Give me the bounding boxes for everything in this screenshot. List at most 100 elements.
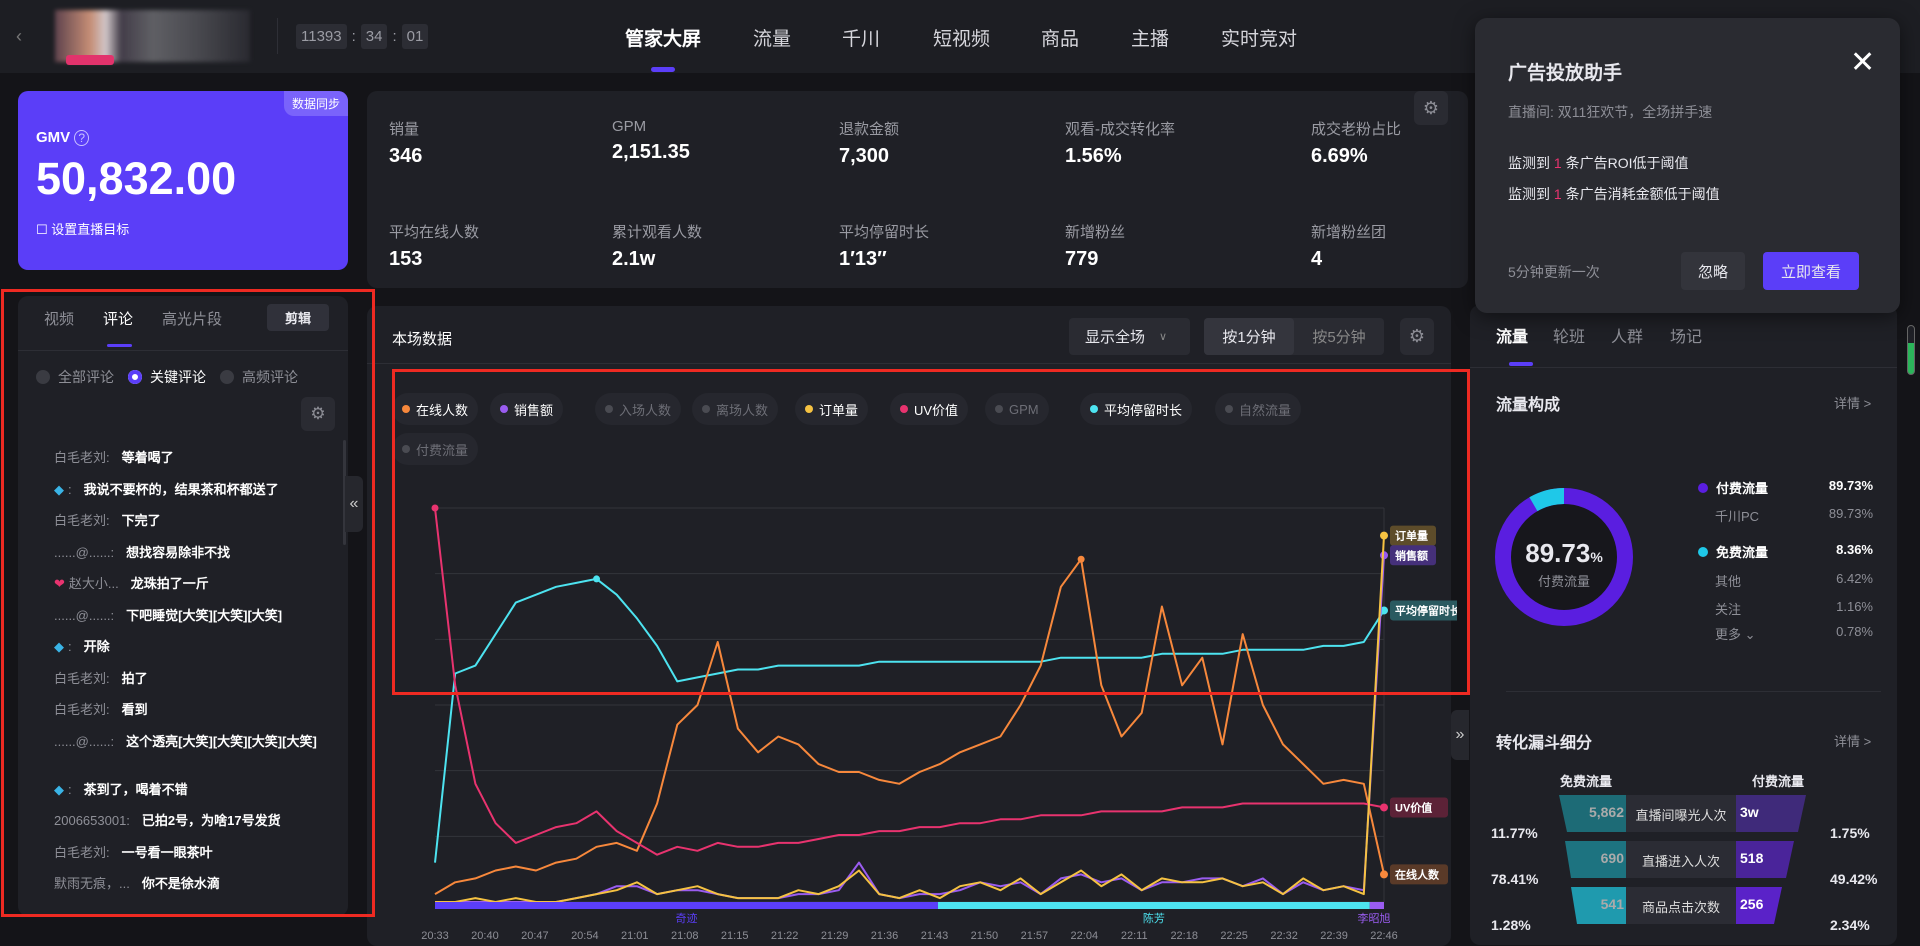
funnel-paid-rate: 1.75% (1830, 825, 1870, 841)
tab-notes[interactable]: 场记 (1670, 329, 1703, 346)
traffic-title: 流量构成 (1496, 397, 1561, 414)
funnel-detail-link[interactable]: 详情 > (1834, 734, 1872, 749)
comment-author: 赵大小... (68, 576, 119, 591)
x-tick-label: 22:04 (1071, 930, 1099, 942)
tab-shifts[interactable]: 轮班 (1553, 329, 1586, 346)
comment-item: 白毛老刘: 下完了 (54, 512, 344, 529)
legend-dot-icon (900, 405, 908, 413)
legend-chip[interactable]: UV价值 (890, 393, 969, 425)
legend-chip[interactable]: 销售额 (490, 393, 564, 425)
legend-chip[interactable]: 平均停留时长 (1080, 393, 1193, 425)
funnel-paid-value: 256 (1736, 887, 1782, 924)
tab-comments[interactable]: 评论 (103, 311, 134, 328)
expand-right-icon[interactable]: » (1451, 710, 1469, 760)
funnel-stage-label: 直播进入人次 (1626, 841, 1736, 878)
close-icon[interactable]: ✕ (1850, 46, 1876, 79)
traffic-legend-label: 付费流量 (1698, 478, 1768, 497)
funnel-row: 541 商品点击次数 256 (1559, 887, 1806, 924)
comments-panel: 视频 评论 高光片段 剪辑 全部评论 关键评论 高频评论 ⚙ 白毛老刘: 等着喝了… (18, 296, 348, 916)
interval-5min[interactable]: 按5分钟 (1312, 329, 1366, 346)
legend-chip[interactable]: 离场人数 (692, 393, 779, 425)
traffic-legend-row[interactable]: 更多 ⌄ 0.78% (1715, 624, 1873, 643)
set-goal-label: 设置直播目标 (51, 222, 130, 237)
legend-chip[interactable]: 入场人数 (595, 393, 682, 425)
gear-icon[interactable]: ⚙ (1414, 91, 1448, 125)
alert-roi: 监测到 1 条广告ROI低于阈值 (1508, 155, 1689, 171)
ignore-button[interactable]: 忽略 (1681, 252, 1745, 290)
legend-chip[interactable]: GPM (985, 393, 1049, 425)
edit-clip-button[interactable]: 剪辑 (267, 304, 329, 331)
tab-audience[interactable]: 人群 (1611, 329, 1644, 346)
legend-label: 平均停留时长 (1104, 402, 1183, 418)
timer-seconds: 01 (401, 24, 429, 49)
tab-anchor[interactable]: 主播 (1131, 29, 1170, 50)
comment-settings-gear-icon[interactable]: ⚙ (301, 397, 335, 431)
x-tick-label: 20:47 (521, 930, 549, 942)
comment-scrollbar[interactable] (343, 440, 346, 545)
range-dropdown[interactable]: 显示全场 ∨ (1069, 318, 1190, 355)
view-now-button[interactable]: 立即查看 (1763, 252, 1859, 290)
legend-dot-icon (995, 405, 1003, 413)
traffic-legend-value: 1.16% (1836, 599, 1873, 614)
radio-frequent[interactable] (220, 370, 234, 384)
anchor-label: 李昭旭 (1358, 911, 1391, 925)
radio-all[interactable] (36, 370, 50, 384)
timer-minutes: 34 (360, 24, 388, 49)
edit-icon: ☐ (36, 222, 48, 237)
tab-traffic-source[interactable]: 流量 (1496, 329, 1529, 346)
legend-dot-icon (605, 405, 613, 413)
page-scrollbar[interactable] (1907, 325, 1915, 375)
x-tick-label: 21:57 (1021, 930, 1049, 942)
legend-label: 订单量 (819, 402, 859, 418)
chart-settings-gear-icon[interactable]: ⚙ (1400, 318, 1434, 355)
data-sync-tag[interactable]: 数据同步 (283, 91, 348, 116)
tab-traffic[interactable]: 流量 (753, 29, 792, 50)
collapse-left-icon[interactable]: « (345, 476, 363, 532)
anchor-segment (435, 902, 938, 909)
tab-highlights[interactable]: 高光片段 (162, 311, 223, 328)
radio-key[interactable] (128, 370, 142, 384)
legend-chip[interactable]: 付费流量 (392, 433, 479, 465)
ad-assistant-popup: 广告投放助手 ✕ 直播间: 双11狂欢节，全场拼手速 监测到 1 条广告ROI低… (1475, 18, 1900, 313)
comment-item: 白毛老刘: 看到 (54, 701, 344, 718)
back-icon[interactable]: ‹ (16, 26, 22, 46)
comment-filter-group: 全部评论 关键评论 高频评论 (36, 367, 298, 387)
tab-qianchuan[interactable]: 千川 (842, 29, 881, 50)
legend-label: 离场人数 (716, 402, 769, 418)
help-icon[interactable]: ? (74, 130, 90, 146)
x-tick-label: 21:01 (621, 930, 649, 942)
gmv-label: GMV (36, 129, 71, 146)
traffic-legend-row: 其他 6.42% (1715, 571, 1873, 590)
traffic-legend-value: 6.42% (1836, 571, 1873, 586)
legend-label: 入场人数 (619, 402, 672, 418)
alert-spend: 监测到 1 条广告消耗金额低于阈值 (1508, 186, 1720, 202)
x-tick-label: 22:25 (1220, 930, 1248, 942)
legend-dot-icon (702, 405, 710, 413)
popup-title: 广告投放助手 (1508, 63, 1623, 84)
traffic-detail-link[interactable]: 详情 > (1834, 396, 1872, 411)
set-goal-link[interactable]: ☐ 设置直播目标 (36, 219, 129, 238)
comment-author: 2006653001: (54, 813, 130, 828)
comment-text: 下完了 (121, 513, 161, 528)
comment-item: 白毛老刘: 等着喝了 (54, 449, 344, 466)
traffic-legend-value: 0.78% (1836, 624, 1873, 639)
legend-chip[interactable]: 在线人数 (392, 393, 479, 425)
legend-chip[interactable]: 自然流量 (1215, 393, 1302, 425)
legend-dot-icon (1090, 405, 1098, 413)
metric-gpm: GPM 2,151.35 (612, 118, 690, 163)
tab-competitors[interactable]: 实时竞对 (1221, 29, 1298, 50)
funnel-paid-rate: 49.42% (1830, 871, 1878, 887)
tab-video[interactable]: 视频 (44, 311, 75, 328)
range-value: 显示全场 (1085, 329, 1146, 346)
live-badge (66, 55, 114, 65)
tab-dashboard[interactable]: 管家大屏 (625, 29, 702, 50)
legend-chip[interactable]: 订单量 (795, 393, 869, 425)
tab-short-video[interactable]: 短视频 (933, 29, 991, 50)
traffic-legend-row: 付费流量 89.73% (1698, 478, 1873, 497)
comment-text: 下吧睡觉[大笑][大笑][大笑] (126, 607, 283, 623)
label-text: 更多 ⌄ (1715, 627, 1756, 642)
interval-1min[interactable]: 按1分钟 (1204, 318, 1294, 355)
tab-products[interactable]: 商品 (1041, 29, 1080, 50)
traffic-legend-value: 8.36% (1836, 542, 1873, 557)
funnel-stage-label: 商品点击次数 (1626, 887, 1736, 924)
